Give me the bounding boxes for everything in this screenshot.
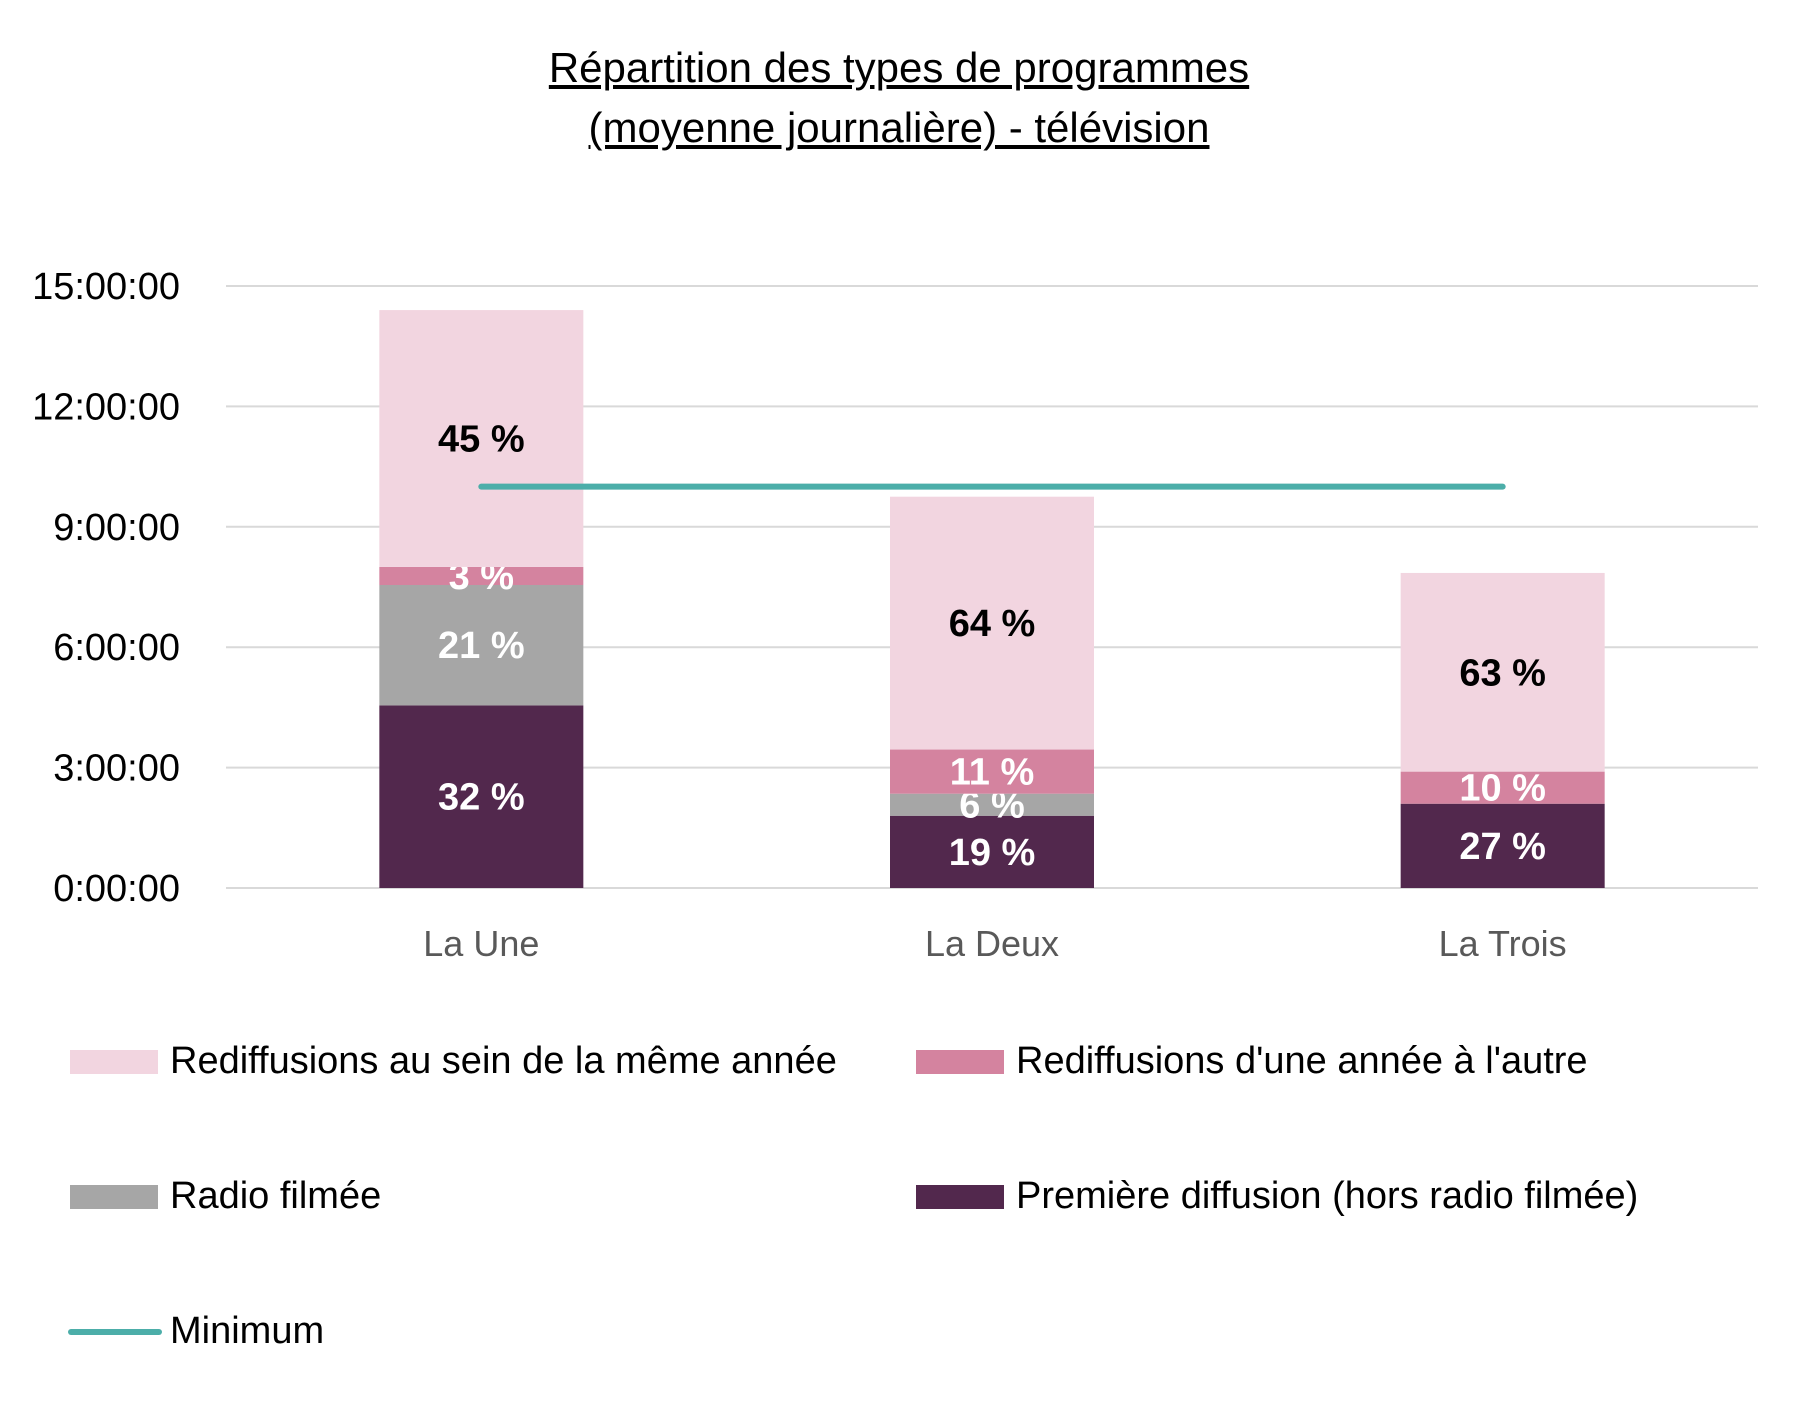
bar-segment <box>890 793 1094 816</box>
data-label: 11 % <box>950 752 1035 794</box>
legend-swatch <box>70 1049 158 1074</box>
chart-title-line-1: Répartition des types de programmes <box>548 44 1250 91</box>
x-tick-label: La Deux <box>925 923 1059 964</box>
legend-item-radio-filmee: Radio filmée <box>70 1175 381 1218</box>
bar-segment <box>1400 572 1605 772</box>
legend-label: Rediffusions d'une année à l'autre <box>1016 1040 1588 1082</box>
bar-segment <box>1400 803 1605 888</box>
chart-title: Répartition des types de programmes (moy… <box>0 38 1798 158</box>
legend-item-rediffusions-meme-annee: Rediffusions au sein de la même année <box>70 1040 837 1083</box>
data-label: 10 % <box>1459 768 1546 810</box>
legend-label: Radio filmée <box>170 1175 382 1217</box>
bar-segment <box>379 584 584 706</box>
y-tick-label: 9:00:00 <box>53 507 180 549</box>
legend-label: Minimum <box>170 1310 325 1352</box>
y-tick-label: 3:00:00 <box>53 748 180 790</box>
chart-title-line-2: (moyenne journalière) - télévision <box>588 104 1210 151</box>
bar-segment <box>379 310 584 567</box>
y-tick-label: 6:00:00 <box>53 627 180 669</box>
data-label: 64 % <box>949 603 1036 645</box>
bar-segment <box>1400 771 1605 804</box>
legend-swatch <box>916 1184 1004 1209</box>
x-tick-label: La Une <box>423 923 539 964</box>
y-tick-label: 15:00:00 <box>32 266 180 308</box>
data-label: 63 % <box>1459 652 1546 694</box>
data-label: 45 % <box>438 419 525 461</box>
data-label: 32 % <box>438 777 525 819</box>
bar-segment <box>890 496 1094 750</box>
legend-swatch <box>916 1049 1004 1074</box>
data-label: 19 % <box>949 832 1036 874</box>
bar-segment <box>890 749 1094 794</box>
bar-segment <box>379 566 584 585</box>
legend-label: Rediffusions au sein de la même année <box>170 1040 837 1082</box>
y-tick-label: 0:00:00 <box>53 868 180 910</box>
legend-line-swatch <box>68 1328 162 1335</box>
bar-segment <box>890 815 1094 888</box>
bar-segment <box>379 705 584 888</box>
legend-item-minimum: Minimum <box>68 1310 324 1353</box>
legend-label: Première diffusion (hors radio filmée) <box>1016 1175 1639 1217</box>
data-label: 21 % <box>438 625 525 667</box>
legend-item-premiere-diffusion: Première diffusion (hors radio filmée) <box>916 1175 1638 1218</box>
legend-item-rediffusions-annee-autre: Rediffusions d'une année à l'autre <box>916 1040 1588 1083</box>
data-label: 27 % <box>1459 826 1546 868</box>
y-tick-label: 12:00:00 <box>32 386 180 428</box>
legend-swatch <box>70 1184 158 1209</box>
x-tick-label: La Trois <box>1439 923 1567 964</box>
